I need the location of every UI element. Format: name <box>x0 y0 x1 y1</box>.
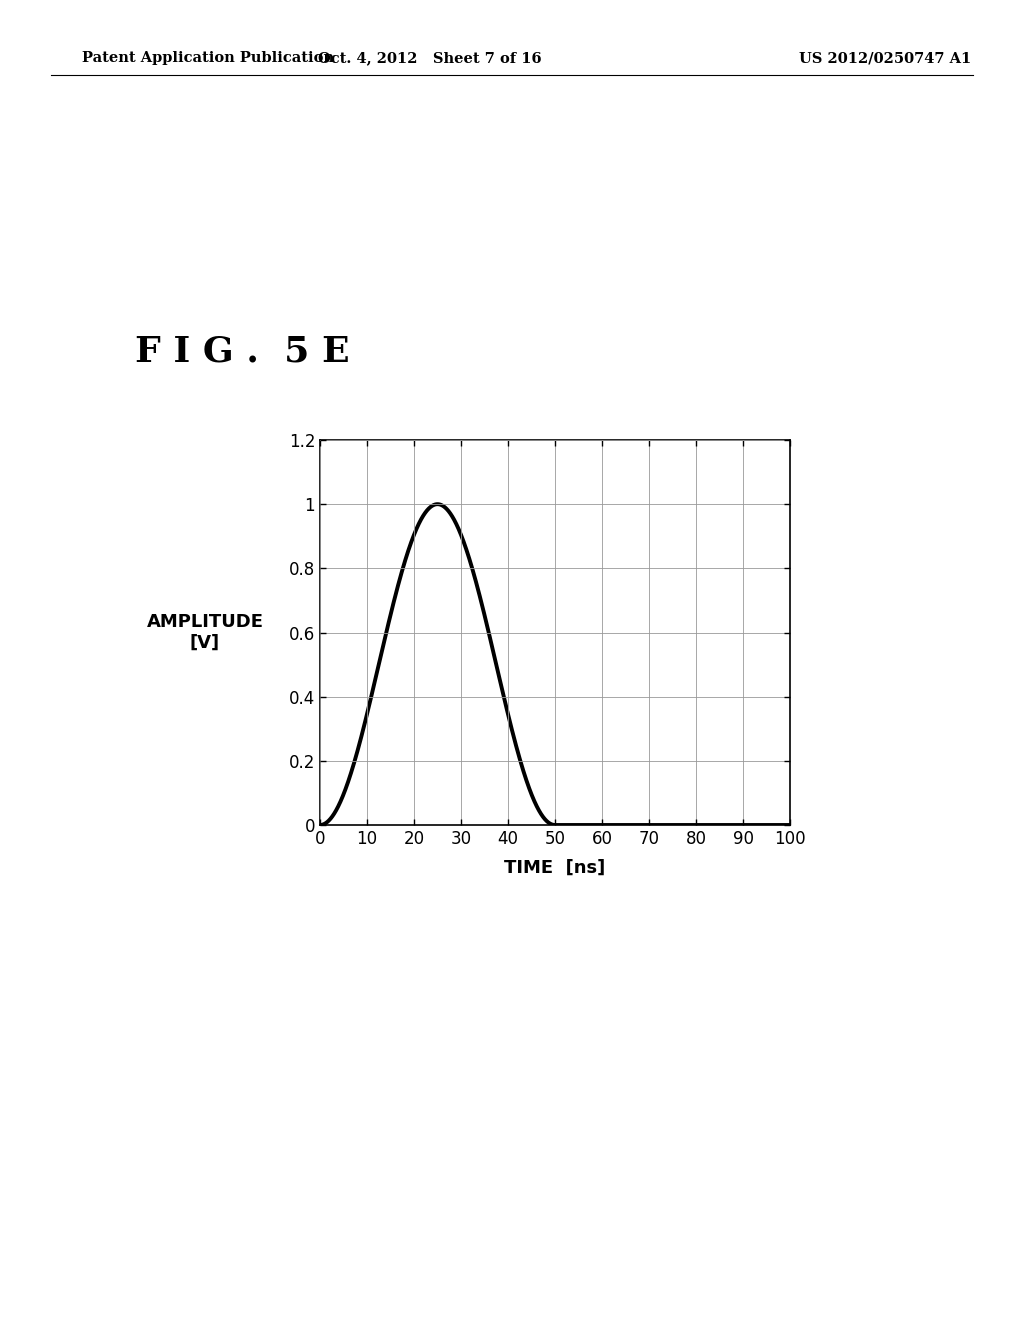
Text: US 2012/0250747 A1: US 2012/0250747 A1 <box>799 51 971 65</box>
Text: AMPLITUDE
[V]: AMPLITUDE [V] <box>146 612 263 652</box>
Text: F I G .  5 E: F I G . 5 E <box>135 335 349 370</box>
Text: Oct. 4, 2012   Sheet 7 of 16: Oct. 4, 2012 Sheet 7 of 16 <box>318 51 542 65</box>
Text: Patent Application Publication: Patent Application Publication <box>82 51 334 65</box>
X-axis label: TIME  [ns]: TIME [ns] <box>505 859 605 876</box>
